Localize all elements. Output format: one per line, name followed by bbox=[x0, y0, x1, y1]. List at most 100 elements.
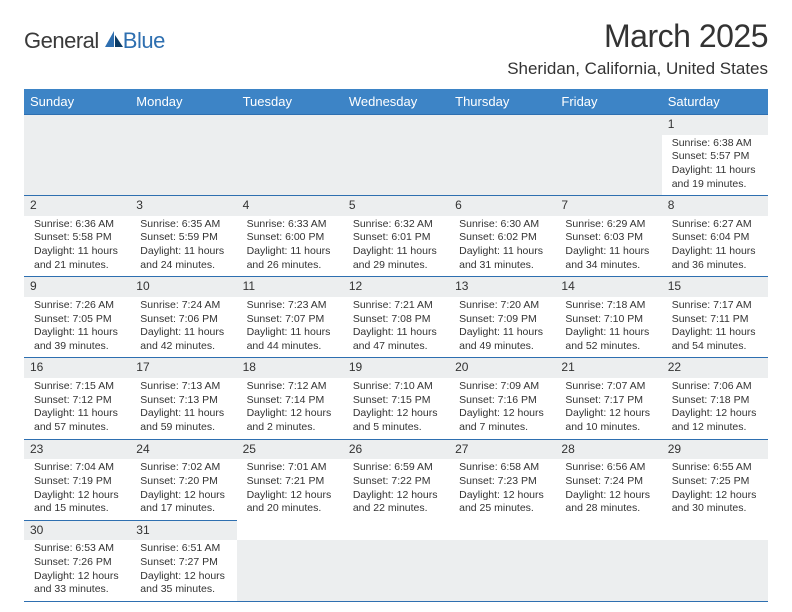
calendar-week-row: 2Sunrise: 6:36 AMSunset: 5:58 PMDaylight… bbox=[24, 196, 768, 277]
calendar-day-cell: 24Sunrise: 7:02 AMSunset: 7:20 PMDayligh… bbox=[130, 439, 236, 520]
sunset-text: Sunset: 7:05 PM bbox=[28, 313, 126, 327]
weekday-header: Monday bbox=[130, 89, 236, 115]
sunrise-text: Sunrise: 6:58 AM bbox=[453, 461, 551, 475]
day-number: 28 bbox=[555, 440, 661, 460]
daylight-text-2: and 28 minutes. bbox=[559, 502, 657, 516]
daylight-text-1: Daylight: 12 hours bbox=[241, 489, 339, 503]
daylight-text-1: Daylight: 12 hours bbox=[28, 570, 126, 584]
sunset-text: Sunset: 5:57 PM bbox=[666, 150, 764, 164]
calendar-day-cell: 7Sunrise: 6:29 AMSunset: 6:03 PMDaylight… bbox=[555, 196, 661, 277]
sunrise-text: Sunrise: 6:55 AM bbox=[666, 461, 764, 475]
sunset-text: Sunset: 7:25 PM bbox=[666, 475, 764, 489]
sunset-text: Sunset: 6:03 PM bbox=[559, 231, 657, 245]
day-number: 22 bbox=[662, 358, 768, 378]
calendar-day-cell: 31Sunrise: 6:51 AMSunset: 7:27 PMDayligh… bbox=[130, 520, 236, 601]
sunrise-text: Sunrise: 7:04 AM bbox=[28, 461, 126, 475]
daylight-text-2: and 33 minutes. bbox=[28, 583, 126, 597]
sunrise-text: Sunrise: 7:26 AM bbox=[28, 299, 126, 313]
sunset-text: Sunset: 7:24 PM bbox=[559, 475, 657, 489]
day-details: Sunrise: 6:38 AMSunset: 5:57 PMDaylight:… bbox=[662, 135, 768, 196]
calendar-day-cell: 22Sunrise: 7:06 AMSunset: 7:18 PMDayligh… bbox=[662, 358, 768, 439]
calendar-week-row: 1Sunrise: 6:38 AMSunset: 5:57 PMDaylight… bbox=[24, 115, 768, 196]
sunrise-text: Sunrise: 6:33 AM bbox=[241, 218, 339, 232]
sunset-text: Sunset: 7:06 PM bbox=[134, 313, 232, 327]
calendar-day-cell: 5Sunrise: 6:32 AMSunset: 6:01 PMDaylight… bbox=[343, 196, 449, 277]
daylight-text-1: Daylight: 11 hours bbox=[666, 164, 764, 178]
day-details: Sunrise: 7:17 AMSunset: 7:11 PMDaylight:… bbox=[662, 297, 768, 358]
day-details: Sunrise: 6:59 AMSunset: 7:22 PMDaylight:… bbox=[343, 459, 449, 520]
day-number: 31 bbox=[130, 521, 236, 541]
sunrise-text: Sunrise: 7:02 AM bbox=[134, 461, 232, 475]
calendar-empty-cell bbox=[449, 115, 555, 196]
calendar-day-cell: 15Sunrise: 7:17 AMSunset: 7:11 PMDayligh… bbox=[662, 277, 768, 358]
calendar-day-cell: 3Sunrise: 6:35 AMSunset: 5:59 PMDaylight… bbox=[130, 196, 236, 277]
day-details: Sunrise: 7:09 AMSunset: 7:16 PMDaylight:… bbox=[449, 378, 555, 439]
day-details: Sunrise: 7:24 AMSunset: 7:06 PMDaylight:… bbox=[130, 297, 236, 358]
daylight-text-2: and 47 minutes. bbox=[347, 340, 445, 354]
brand-logo: General Blue bbox=[24, 18, 165, 54]
daylight-text-1: Daylight: 12 hours bbox=[559, 407, 657, 421]
day-number: 18 bbox=[237, 358, 343, 378]
sunset-text: Sunset: 7:10 PM bbox=[559, 313, 657, 327]
day-details: Sunrise: 6:27 AMSunset: 6:04 PMDaylight:… bbox=[662, 216, 768, 277]
sunrise-text: Sunrise: 7:24 AM bbox=[134, 299, 232, 313]
calendar-empty-cell bbox=[555, 520, 661, 601]
calendar-day-cell: 23Sunrise: 7:04 AMSunset: 7:19 PMDayligh… bbox=[24, 439, 130, 520]
logo-text-blue: Blue bbox=[123, 28, 165, 54]
sunrise-text: Sunrise: 7:12 AM bbox=[241, 380, 339, 394]
calendar-week-row: 30Sunrise: 6:53 AMSunset: 7:26 PMDayligh… bbox=[24, 520, 768, 601]
calendar-empty-cell bbox=[237, 115, 343, 196]
calendar-day-cell: 16Sunrise: 7:15 AMSunset: 7:12 PMDayligh… bbox=[24, 358, 130, 439]
daylight-text-2: and 19 minutes. bbox=[666, 178, 764, 192]
title-block: March 2025 Sheridan, California, United … bbox=[507, 18, 768, 79]
sunrise-text: Sunrise: 6:27 AM bbox=[666, 218, 764, 232]
daylight-text-2: and 10 minutes. bbox=[559, 421, 657, 435]
day-number: 16 bbox=[24, 358, 130, 378]
daylight-text-2: and 39 minutes. bbox=[28, 340, 126, 354]
sunrise-text: Sunrise: 7:13 AM bbox=[134, 380, 232, 394]
calendar-day-cell: 12Sunrise: 7:21 AMSunset: 7:08 PMDayligh… bbox=[343, 277, 449, 358]
day-details: Sunrise: 6:30 AMSunset: 6:02 PMDaylight:… bbox=[449, 216, 555, 277]
day-number: 30 bbox=[24, 521, 130, 541]
day-number: 27 bbox=[449, 440, 555, 460]
sunrise-text: Sunrise: 6:56 AM bbox=[559, 461, 657, 475]
daylight-text-1: Daylight: 12 hours bbox=[453, 407, 551, 421]
sunset-text: Sunset: 7:08 PM bbox=[347, 313, 445, 327]
daylight-text-2: and 34 minutes. bbox=[559, 259, 657, 273]
daylight-text-1: Daylight: 11 hours bbox=[453, 245, 551, 259]
day-details: Sunrise: 7:21 AMSunset: 7:08 PMDaylight:… bbox=[343, 297, 449, 358]
calendar-day-cell: 18 Sunrise: 7:12 AMSunset: 7:14 PMDayligh… bbox=[237, 358, 343, 439]
daylight-text-1: Daylight: 11 hours bbox=[28, 407, 126, 421]
sunset-text: Sunset: 7:17 PM bbox=[559, 394, 657, 408]
daylight-text-1: Daylight: 12 hours bbox=[241, 407, 339, 421]
weekday-header: Sunday bbox=[24, 89, 130, 115]
day-details: Sunrise: 6:32 AMSunset: 6:01 PMDaylight:… bbox=[343, 216, 449, 277]
sunset-text: Sunset: 7:09 PM bbox=[453, 313, 551, 327]
daylight-text-2: and 30 minutes. bbox=[666, 502, 764, 516]
sunset-text: Sunset: 7:22 PM bbox=[347, 475, 445, 489]
sunrise-text: Sunrise: 7:10 AM bbox=[347, 380, 445, 394]
sunset-text: Sunset: 7:14 PM bbox=[241, 394, 339, 408]
calendar-day-cell: 11Sunrise: 7:23 AMSunset: 7:07 PMDayligh… bbox=[237, 277, 343, 358]
sunrise-text: Sunrise: 6:29 AM bbox=[559, 218, 657, 232]
daylight-text-2: and 2 minutes. bbox=[241, 421, 339, 435]
day-number: 9 bbox=[24, 277, 130, 297]
daylight-text-1: Daylight: 11 hours bbox=[559, 245, 657, 259]
day-details: Sunrise: 6:35 AMSunset: 5:59 PMDaylight:… bbox=[130, 216, 236, 277]
day-details: Sunrise: 7:06 AMSunset: 7:18 PMDaylight:… bbox=[662, 378, 768, 439]
daylight-text-1: Daylight: 11 hours bbox=[347, 245, 445, 259]
calendar-empty-cell bbox=[24, 115, 130, 196]
daylight-text-2: and 20 minutes. bbox=[241, 502, 339, 516]
calendar-day-cell: 25Sunrise: 7:01 AMSunset: 7:21 PMDayligh… bbox=[237, 439, 343, 520]
day-number: 24 bbox=[130, 440, 236, 460]
daylight-text-2: and 21 minutes. bbox=[28, 259, 126, 273]
daylight-text-1: Daylight: 11 hours bbox=[666, 326, 764, 340]
sunrise-text: Sunrise: 7:15 AM bbox=[28, 380, 126, 394]
daylight-text-2: and 49 minutes. bbox=[453, 340, 551, 354]
sunrise-text: Sunrise: 7:09 AM bbox=[453, 380, 551, 394]
day-number: 21 bbox=[555, 358, 661, 378]
daylight-text-2: and 52 minutes. bbox=[559, 340, 657, 354]
daylight-text-1: Daylight: 12 hours bbox=[347, 407, 445, 421]
calendar-week-row: 9 Sunrise: 7:26 AMSunset: 7:05 PM Daylight… bbox=[24, 277, 768, 358]
daylight-text-2: and 25 minutes. bbox=[453, 502, 551, 516]
